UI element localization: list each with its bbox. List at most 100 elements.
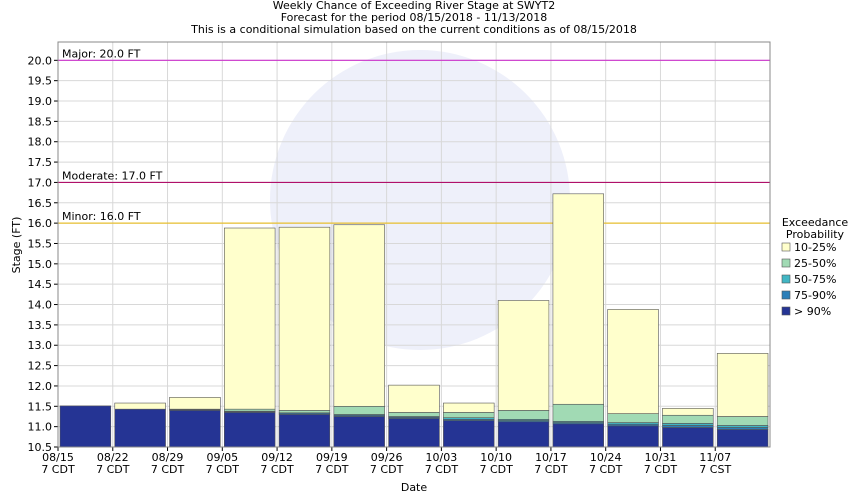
y-tick-label: 10.5 bbox=[28, 441, 53, 454]
y-tick-label: 13.5 bbox=[28, 319, 53, 332]
x-tick-label: 7 CDT bbox=[425, 463, 459, 476]
x-tick-label: 10/31 bbox=[645, 451, 677, 464]
bar-segment bbox=[388, 418, 440, 448]
legend-swatch bbox=[781, 306, 791, 316]
legend-swatch bbox=[781, 258, 791, 268]
y-tick-label: 20.0 bbox=[28, 54, 53, 67]
legend-title: Exceedance bbox=[782, 216, 849, 229]
bar-segment bbox=[552, 193, 604, 405]
legend-label: 75-90% bbox=[794, 289, 836, 302]
legend-swatch bbox=[781, 274, 791, 284]
y-tick-label: 15.0 bbox=[28, 258, 53, 271]
x-tick-label: 09/05 bbox=[206, 451, 238, 464]
x-tick-label: 09/26 bbox=[371, 451, 403, 464]
x-tick-label: 7 CDT bbox=[260, 463, 294, 476]
chart-subtitle: This is a conditional simulation based o… bbox=[190, 23, 637, 36]
bar-segment bbox=[662, 425, 714, 428]
y-tick-label: 13.0 bbox=[28, 339, 53, 352]
bar-segment bbox=[716, 427, 769, 430]
bar-segment bbox=[716, 425, 769, 428]
bar-segment bbox=[662, 423, 714, 426]
bar-segment bbox=[388, 384, 440, 413]
bar-segment bbox=[333, 405, 385, 415]
y-tick-label: 17.0 bbox=[28, 176, 53, 189]
x-tick-label: 09/19 bbox=[316, 451, 348, 464]
y-tick-label: 14.0 bbox=[28, 299, 53, 312]
bar-segment bbox=[662, 414, 714, 424]
bar-segment bbox=[443, 412, 495, 418]
legend-label: 50-75% bbox=[794, 273, 836, 286]
x-axis-label: Date bbox=[401, 481, 428, 494]
bar-segment bbox=[114, 402, 166, 410]
bar-segment bbox=[443, 402, 495, 413]
x-tick-label: 7 CDT bbox=[41, 463, 75, 476]
bar-segment bbox=[278, 410, 331, 414]
x-tick-label: 08/29 bbox=[152, 451, 184, 464]
bar-segment bbox=[224, 408, 276, 412]
y-tick-label: 11.5 bbox=[28, 400, 53, 413]
y-tick-label: 15.5 bbox=[28, 237, 53, 250]
bar-segment bbox=[497, 300, 550, 411]
chart-title: Weekly Chance of Exceeding River Stage a… bbox=[273, 0, 555, 12]
bar-segment bbox=[224, 412, 276, 448]
x-tick-label: 7 CDT bbox=[96, 463, 130, 476]
x-tick-label: 11/07 bbox=[699, 451, 731, 464]
y-tick-label: 17.5 bbox=[28, 156, 53, 169]
x-tick-label: 7 CDT bbox=[644, 463, 678, 476]
x-tick-label: 7 CDT bbox=[479, 463, 513, 476]
x-tick-label: 10/10 bbox=[480, 451, 512, 464]
y-tick-label: 18.5 bbox=[28, 115, 53, 128]
threshold-label: Major: 20.0 FT bbox=[62, 47, 141, 60]
bar-segment bbox=[662, 408, 714, 416]
legend-label: 25-50% bbox=[794, 257, 836, 270]
bar-segment bbox=[59, 405, 112, 448]
legend-title: Probability bbox=[786, 228, 845, 241]
x-tick-label: 7 CDT bbox=[151, 463, 185, 476]
x-tick-label: 7 CDT bbox=[370, 463, 404, 476]
bar-segment bbox=[333, 416, 385, 448]
y-tick-label: 18.0 bbox=[28, 136, 53, 149]
chart-subtitle: Forecast for the period 08/15/2018 - 11/… bbox=[281, 11, 548, 24]
legend-label: > 90% bbox=[794, 305, 831, 318]
y-tick-label: 19.5 bbox=[28, 75, 53, 88]
bar-segment bbox=[716, 429, 769, 448]
threshold-label: Moderate: 17.0 FT bbox=[62, 169, 163, 182]
bar-segment bbox=[716, 353, 769, 417]
x-tick-label: 09/12 bbox=[261, 451, 293, 464]
y-tick-label: 11.0 bbox=[28, 421, 53, 434]
bar-segment bbox=[552, 423, 604, 448]
bar-segment bbox=[607, 413, 659, 423]
x-tick-label: 7 CDT bbox=[589, 463, 623, 476]
y-tick-label: 16.0 bbox=[28, 217, 53, 230]
bar-segment bbox=[333, 224, 385, 407]
bar-segment bbox=[388, 412, 440, 417]
bar-segment bbox=[114, 408, 166, 448]
y-tick-label: 14.5 bbox=[28, 278, 53, 291]
x-tick-label: 10/24 bbox=[590, 451, 622, 464]
legend-swatch bbox=[781, 290, 791, 300]
x-tick-label: 08/15 bbox=[42, 451, 74, 464]
bar-segment bbox=[607, 425, 659, 448]
bar-segment bbox=[278, 414, 331, 448]
bar-segment bbox=[716, 416, 769, 426]
x-tick-label: 10/03 bbox=[426, 451, 458, 464]
legend-swatch bbox=[781, 242, 791, 252]
plot-border bbox=[57, 41, 771, 448]
y-axis-label: Stage (FT) bbox=[10, 217, 23, 274]
y-tick-label: 19.0 bbox=[28, 95, 53, 108]
y-tick-label: 12.0 bbox=[28, 380, 53, 393]
bar-segment bbox=[169, 410, 221, 448]
bar-segment bbox=[607, 309, 659, 414]
bar-segment bbox=[662, 427, 714, 448]
bar-segment bbox=[443, 420, 495, 448]
y-tick-label: 16.5 bbox=[28, 197, 53, 210]
y-tick-label: 12.5 bbox=[28, 360, 53, 373]
bar-segment bbox=[497, 410, 550, 420]
bar-segment bbox=[224, 227, 276, 410]
x-tick-label: 10/17 bbox=[535, 451, 567, 464]
bar-segment bbox=[278, 226, 331, 411]
legend-label: 10-25% bbox=[794, 241, 836, 254]
bar-segment bbox=[552, 403, 604, 422]
x-tick-label: 7 CDT bbox=[534, 463, 568, 476]
